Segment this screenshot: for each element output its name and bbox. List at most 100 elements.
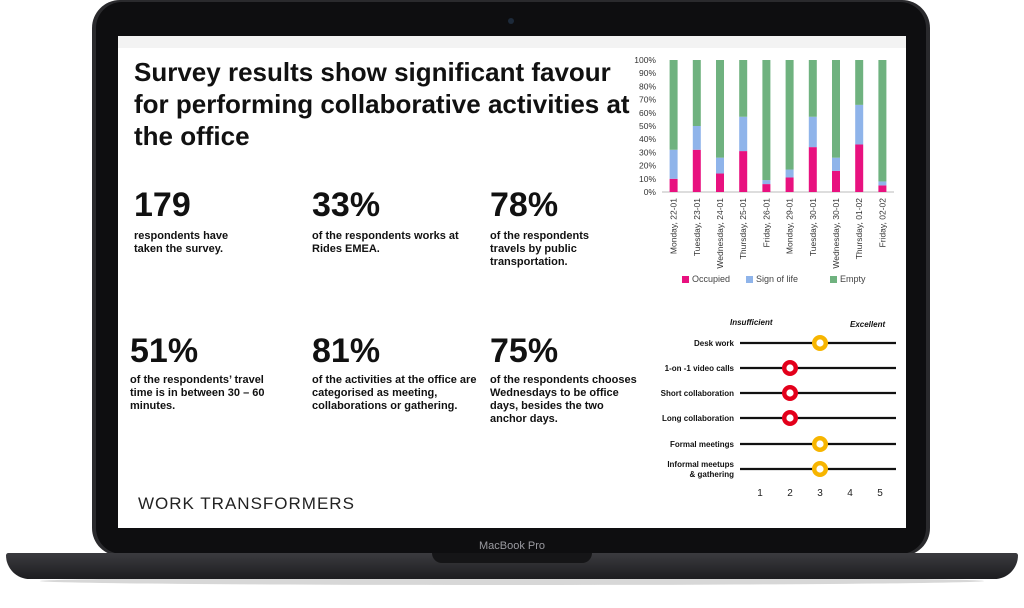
stat-travel-time: 51% of the respondents’ travel time is i… <box>130 332 300 413</box>
y-tick-label: 0% <box>644 187 657 197</box>
y-tick-label: 70% <box>639 95 656 105</box>
laptop-notch <box>432 553 592 563</box>
x-tick-label: Tuesday, 30-01 <box>808 198 818 256</box>
stat-text: of the activities at the office are cate… <box>312 374 477 412</box>
device-shadow <box>40 577 984 585</box>
bar-segment <box>669 60 678 150</box>
legend-swatch <box>682 276 689 283</box>
x-tick-label: Wednesday, 24-01 <box>715 198 725 269</box>
y-tick-label: 20% <box>639 161 656 171</box>
stat-text: of the respondents’ travel time is in be… <box>130 374 265 412</box>
row-label: 1-on -1 video calls <box>665 364 735 373</box>
rating-marker-hole <box>786 364 794 372</box>
rating-marker-hole <box>786 414 794 422</box>
stat-text: of the respondents travels by public tra… <box>490 230 590 268</box>
bar-segment <box>808 116 817 148</box>
rating-marker-hole <box>816 465 824 473</box>
bar-segment <box>878 60 887 182</box>
x-tick-label: Thursday, 01-02 <box>854 198 864 260</box>
rating-marker-hole <box>816 339 824 347</box>
bar-segment <box>669 178 678 192</box>
bar-segment <box>855 144 864 192</box>
x-tick-label: Monday, 29-01 <box>785 198 795 254</box>
bar-segment <box>785 169 794 178</box>
stat-value: 179 <box>134 186 191 224</box>
rating-marker-hole <box>786 389 794 397</box>
stat-value: 81% <box>312 332 381 370</box>
y-tick-label: 60% <box>639 108 656 118</box>
bar-segment <box>832 60 840 158</box>
bar-segment <box>832 157 840 171</box>
bar-segment <box>692 149 701 192</box>
bar-segment <box>855 104 864 145</box>
bar-segment <box>762 60 771 181</box>
x-tick-label: 3 <box>817 488 823 499</box>
slide-title: Survey results show significant favour f… <box>134 57 630 151</box>
x-tick-label: 2 <box>787 488 793 499</box>
model-label: MacBook Pro <box>478 540 546 552</box>
bar-segment <box>716 173 724 192</box>
x-tick-label: 1 <box>757 488 763 499</box>
bar-segment <box>785 60 794 170</box>
bar-segment <box>878 181 887 186</box>
y-tick-label: 50% <box>639 121 656 131</box>
stat-respondents: 179 respondents have taken the survey. <box>134 186 304 256</box>
screen: Survey results show significant favour f… <box>118 36 906 528</box>
header-insufficient: Insufficient <box>730 318 773 327</box>
row-label: & gathering <box>690 470 735 479</box>
bar-segment <box>855 60 864 105</box>
y-tick-label: 100% <box>634 55 656 65</box>
x-tick-label: Wednesday, 30-01 <box>831 198 841 269</box>
y-tick-label: 80% <box>639 81 656 91</box>
bar-segment <box>832 170 840 192</box>
occupancy-chart: 0% 10% 20% 30% 40% 50% 60% 70% 80% 90% 100% Monday,… <box>634 55 894 284</box>
stat-text: of the respondents chooses Wednesdays to… <box>490 374 637 425</box>
row-label: Informal meetups <box>667 460 734 469</box>
bar-segment <box>669 149 678 179</box>
bar-segment <box>762 180 771 185</box>
rating-marker-hole <box>816 440 824 448</box>
bar-segment <box>692 126 701 150</box>
legend-label: Sign of life <box>756 274 798 284</box>
stat-value: 51% <box>130 332 199 370</box>
bar-segment <box>692 60 701 126</box>
legend-label: Occupied <box>692 274 730 284</box>
y-tick-label: 10% <box>639 174 656 184</box>
x-tick-label: Thursday, 25-01 <box>738 198 748 260</box>
bar-segment <box>739 151 748 192</box>
brand-logo-text: WORK TRANSFORMERS <box>138 494 355 513</box>
stat-activities: 81% of the activities at the office are … <box>312 332 482 413</box>
x-tick-label: Friday, 26-01 <box>761 198 771 248</box>
row-label: Formal meetings <box>670 440 735 449</box>
bar-segment <box>739 116 748 152</box>
x-tick-label: 4 <box>847 488 853 499</box>
stat-public-transport: 78% of the respondents travels by public… <box>490 186 660 269</box>
stat-value: 33% <box>312 186 381 224</box>
stat-text: of the respondents works at Rides EMEA. <box>312 230 459 255</box>
row-label: Desk work <box>694 339 735 348</box>
bar-segment <box>716 60 724 158</box>
bar-segment <box>808 60 817 117</box>
row-label: Short collaboration <box>661 389 734 398</box>
row-label: Long collaboration <box>662 414 734 423</box>
bar-segment <box>762 184 771 192</box>
rating-chart: Insufficient Excellent Desk work 1-on -1 vi… <box>661 318 896 499</box>
bar-segment <box>739 60 748 117</box>
menu-bar <box>118 36 906 48</box>
legend-swatch <box>746 276 753 283</box>
header-excellent: Excellent <box>850 320 885 329</box>
x-tick-label: Friday, 02-02 <box>877 198 887 248</box>
x-tick-label: Tuesday, 23-01 <box>692 198 702 256</box>
stat-value: 78% <box>490 186 559 224</box>
bar-segment <box>716 157 724 174</box>
bar-segment <box>785 177 794 192</box>
legend-label: Empty <box>840 274 866 284</box>
y-tick-label: 30% <box>639 147 656 157</box>
camera-icon <box>508 18 514 24</box>
y-tick-label: 40% <box>639 134 656 144</box>
stat-text: respondents have taken the survey. <box>134 230 229 255</box>
stat-wednesdays: 75% of the respondents chooses Wednesday… <box>490 332 660 426</box>
x-tick-label: 5 <box>877 488 883 499</box>
bar-segment <box>808 147 817 192</box>
